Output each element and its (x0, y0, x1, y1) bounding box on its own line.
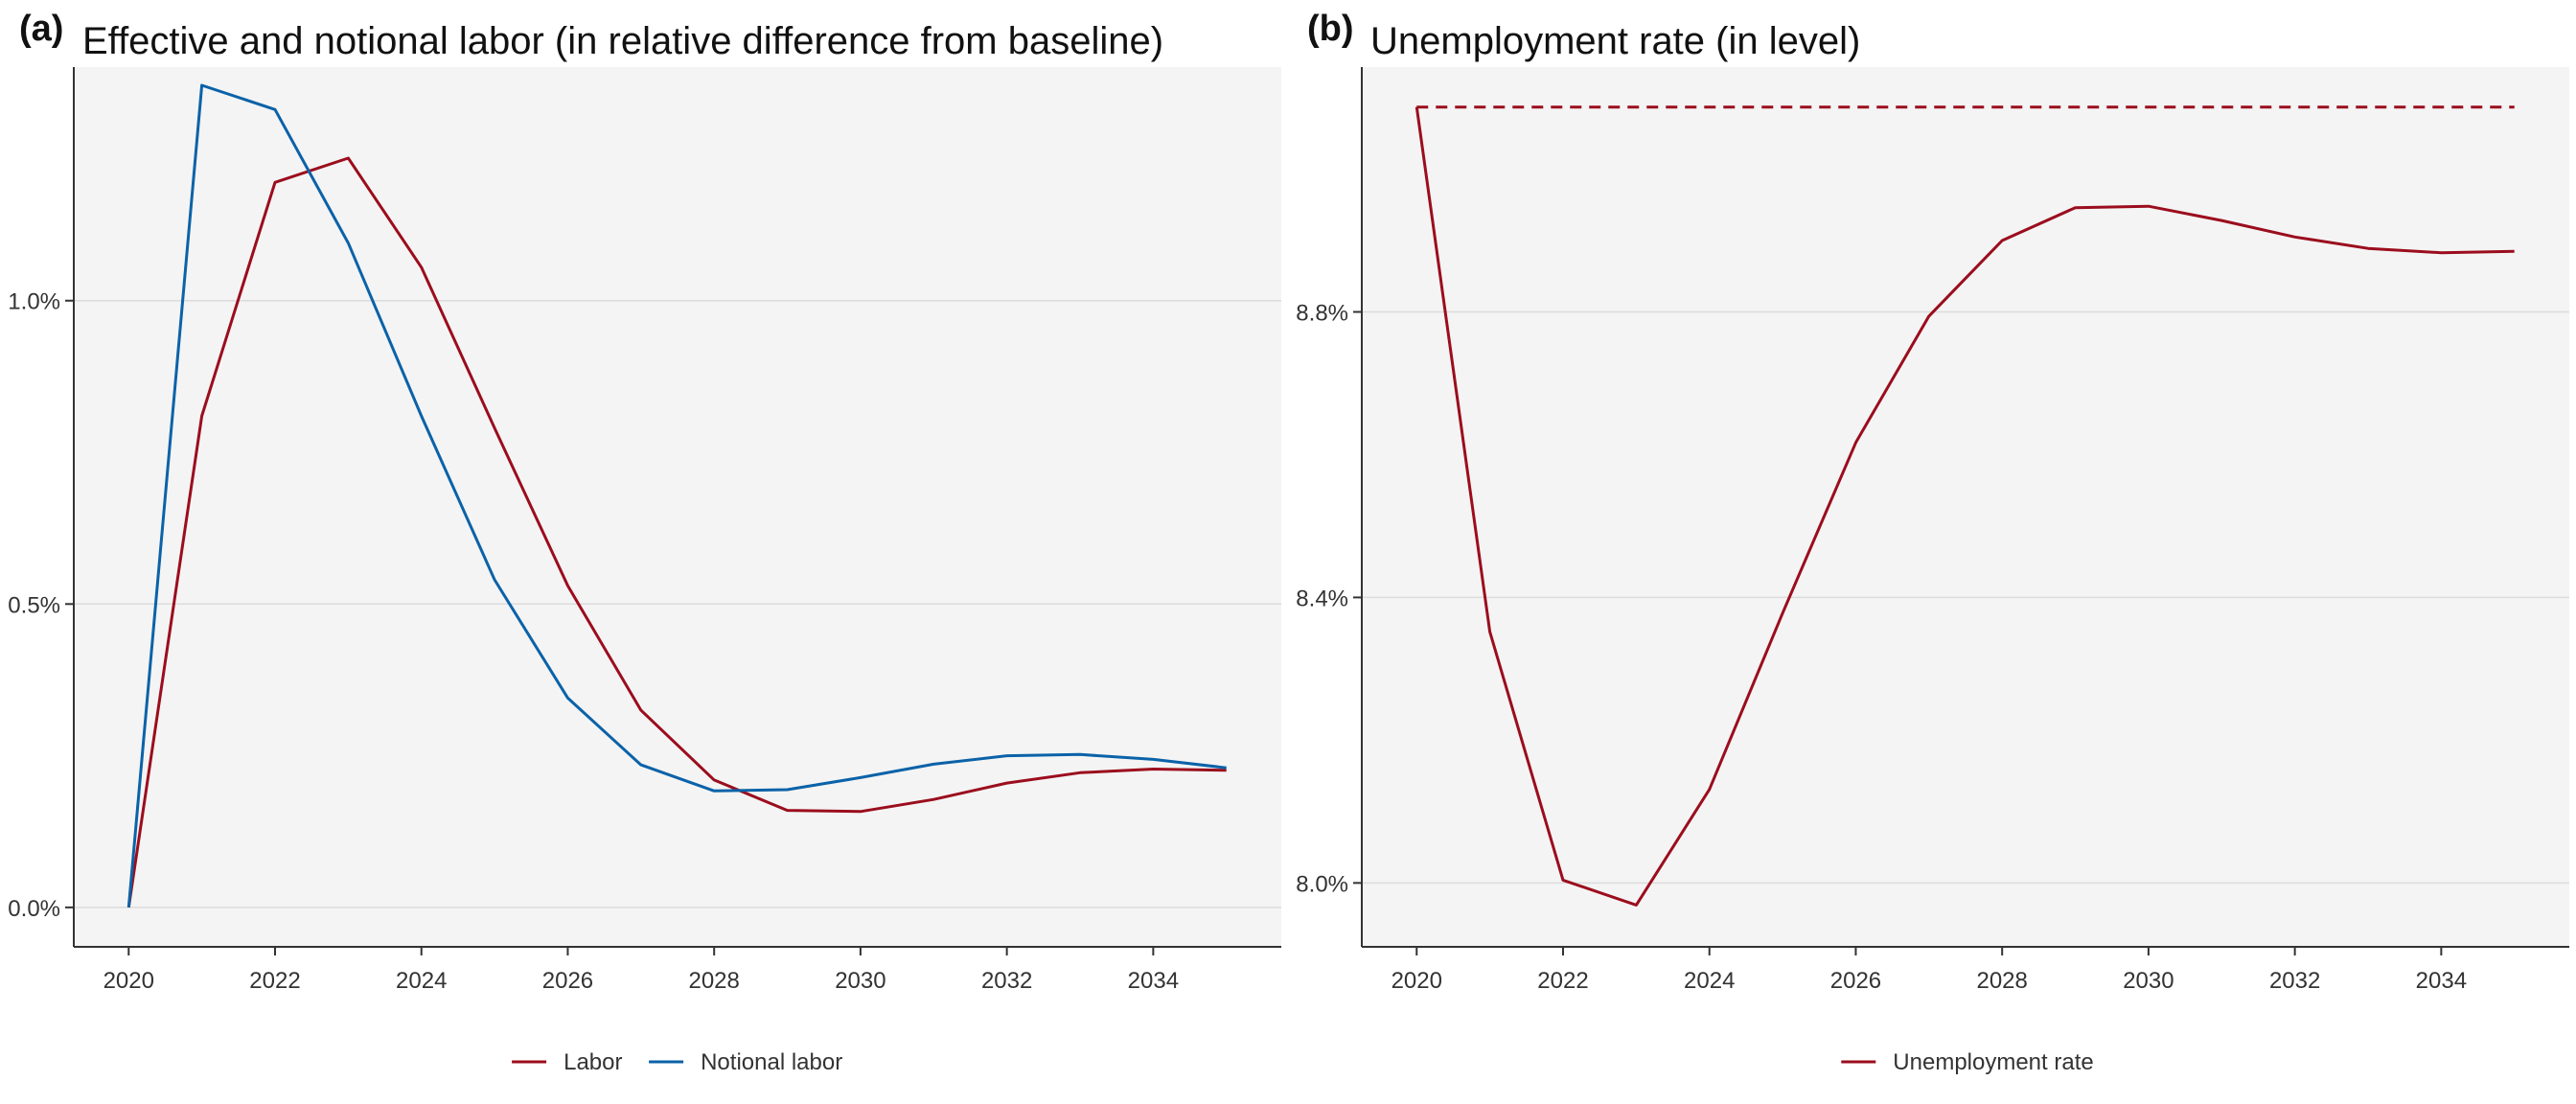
x-tick-label: 2030 (835, 968, 886, 994)
x-tick-label: 2020 (1392, 968, 1442, 994)
panel-a-title: Effective and notional labor (in relativ… (82, 20, 1163, 62)
x-tick-label: 2020 (104, 968, 154, 994)
y-tick-label: 0.5% (8, 592, 60, 618)
x-tick-label: 2030 (2123, 968, 2174, 994)
x-tick-label: 2032 (2269, 968, 2320, 994)
panel-b-series (1414, 105, 2515, 907)
panel-b-x-ticks: 2020 2022 2024 2026 2028 2030 2032 2034 (1392, 947, 2467, 994)
x-tick-label: 2032 (981, 968, 1032, 994)
panel-unemployment: (b) Unemployment rate (in level) 2020 202… (1296, 9, 2569, 1075)
panel-labor: (a) Effective and notional labor (in rel… (8, 9, 1281, 1075)
panel-b-gridlines (1362, 310, 2569, 885)
x-tick-label: 2026 (1830, 968, 1881, 994)
x-tick-label: 2034 (1128, 968, 1179, 994)
panel-a-series (126, 83, 1227, 908)
panel-a-plot-background (74, 67, 1281, 947)
legend-label-unemployment-rate: Unemployment rate (1893, 1049, 2093, 1075)
y-tick-label: 1.0% (8, 289, 60, 315)
x-tick-label: 2028 (1976, 968, 2027, 994)
x-tick-label: 2028 (688, 968, 739, 994)
panel-b-legend: Unemployment rate (1841, 1049, 2094, 1075)
panel-a-legend: Labor Notional labor (512, 1049, 842, 1075)
panel-a-gridlines (74, 299, 1281, 908)
legend-label-notional-labor: Notional labor (701, 1049, 842, 1075)
panel-a-letter: (a) (19, 9, 63, 49)
y-tick-label: 8.4% (1296, 586, 1348, 611)
x-tick-label: 2022 (249, 968, 300, 994)
panel-a-y-ticks: 0.0% 0.5% 1.0% (8, 289, 74, 922)
x-tick-label: 2034 (2416, 968, 2467, 994)
panel-b-title: Unemployment rate (in level) (1370, 20, 1860, 62)
x-tick-label: 2024 (396, 968, 447, 994)
y-tick-label: 8.0% (1296, 871, 1348, 897)
series-line-notional-labor (126, 83, 1227, 908)
series-line-labor (126, 156, 1227, 908)
series-line-unemployment-rate (1414, 106, 2515, 907)
x-tick-label: 2026 (542, 968, 593, 994)
legend-label-labor: Labor (564, 1049, 622, 1075)
panel-b-y-ticks: 8.0% 8.4% 8.8% (1296, 300, 1362, 897)
y-tick-label: 8.8% (1296, 300, 1348, 326)
x-tick-label: 2022 (1537, 968, 1588, 994)
panel-a-x-ticks: 2020 2022 2024 2026 2028 2030 2032 2034 (104, 947, 1179, 994)
panel-b-letter: (b) (1307, 9, 1354, 49)
y-tick-label: 0.0% (8, 896, 60, 922)
x-tick-label: 2024 (1684, 968, 1735, 994)
panel-b-plot-background (1362, 67, 2569, 947)
